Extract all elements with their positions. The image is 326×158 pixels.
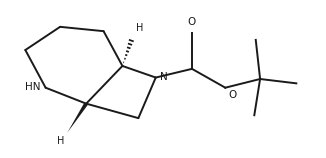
Text: H: H <box>136 24 143 33</box>
Text: H: H <box>56 136 64 146</box>
Text: HN: HN <box>25 82 40 92</box>
Text: N: N <box>160 72 168 82</box>
Polygon shape <box>67 103 88 133</box>
Text: O: O <box>228 90 236 100</box>
Text: O: O <box>188 17 196 27</box>
